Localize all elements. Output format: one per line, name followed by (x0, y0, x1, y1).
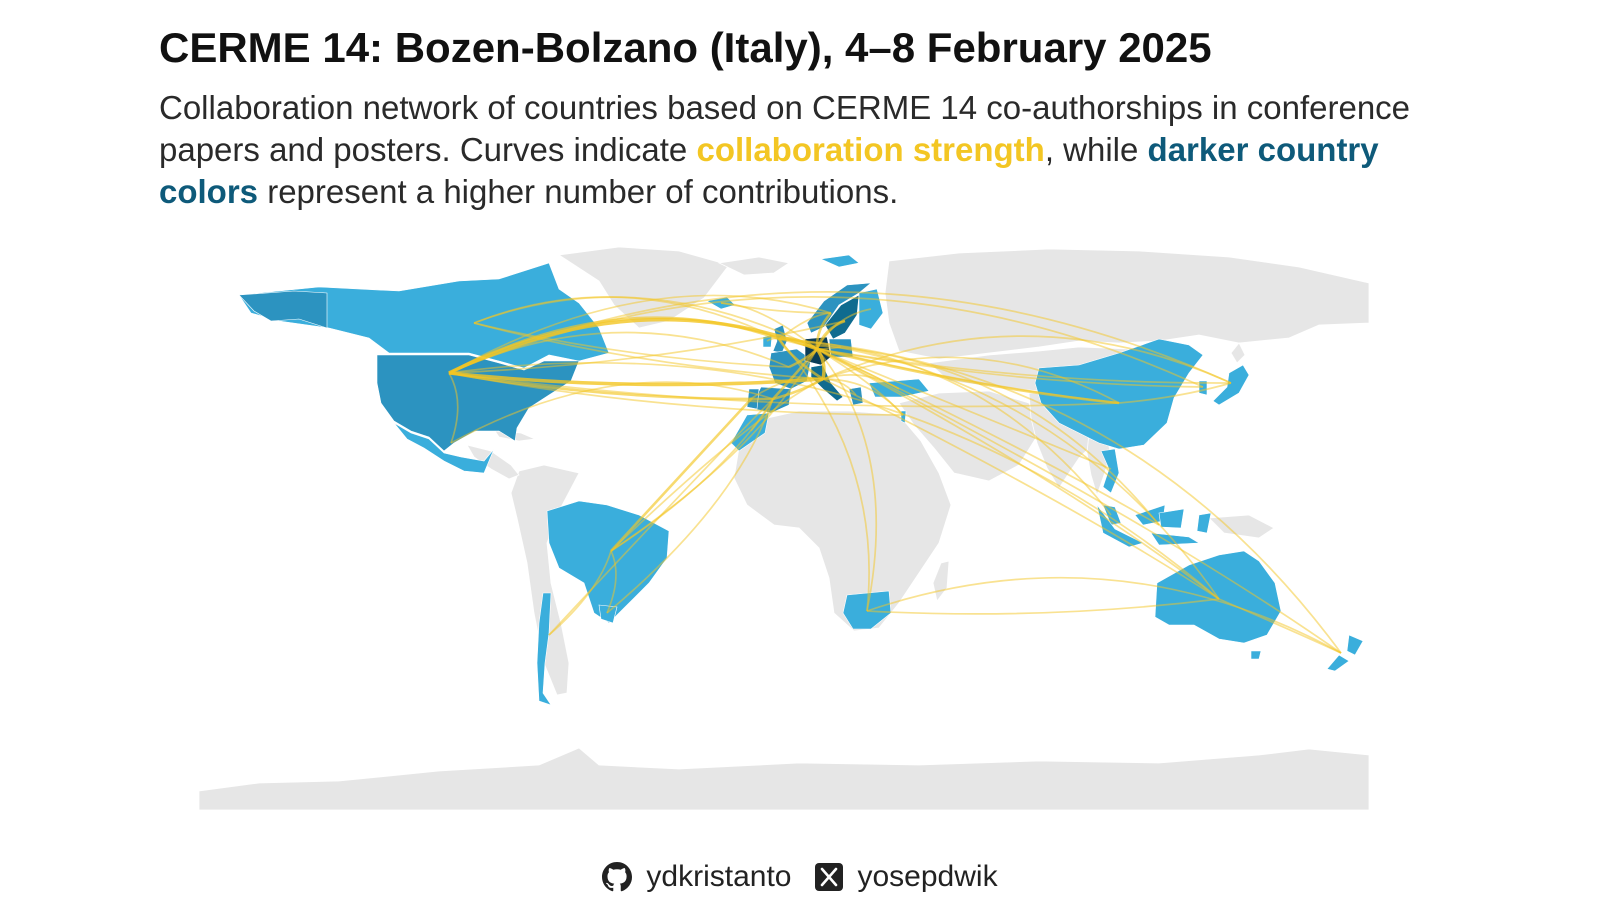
subtitle-text-1: Collaboration network of countries based… (159, 89, 1411, 168)
github-link[interactable]: ydkristanto (602, 860, 792, 894)
collaboration-curve-brazil-portugal (610, 397, 753, 552)
land-africa (733, 410, 952, 632)
collaboration-curve-australia-italy (822, 378, 1220, 600)
country-brazil (546, 500, 670, 624)
collaboration-curve-usa-uk (448, 316, 780, 375)
land-greenland (557, 246, 730, 329)
footer: ydkristanto yosepdwik (0, 860, 1600, 894)
land-papua (1208, 514, 1275, 539)
collaboration-curve-indonesia-germany (816, 348, 1160, 526)
country-japan (1212, 364, 1250, 406)
world-map (199, 246, 1369, 810)
x-logo-icon (814, 862, 844, 892)
collaboration-curve-usa-japan (448, 291, 1232, 384)
collaboration-curve-morocco-spain (750, 398, 774, 432)
country-uruguay (598, 604, 618, 624)
collaboration-curve-spain-italy (772, 377, 824, 401)
collaboration-curves (448, 291, 1342, 654)
collaboration-curve-australia-germany (816, 348, 1220, 600)
subtitle-highlight-colors: darker country colors (159, 131, 1379, 210)
collaboration-curve-south-africa-australia (866, 598, 1220, 615)
collaboration-curve-france-germany (788, 348, 818, 369)
collaboration-curve-south-korea-usa (448, 296, 1204, 388)
collaboration-curve-uruguay-spain (606, 398, 774, 614)
x-link[interactable]: yosepdwik (814, 860, 998, 894)
collaboration-curve-australia-uk (778, 338, 1220, 600)
land-south-america-west (510, 464, 580, 696)
country-canada (238, 262, 610, 369)
github-handle: ydkristanto (646, 860, 792, 893)
country-svalbard (819, 254, 860, 268)
page-title: CERME 14: Bozen-Bolzano (Italy), 4–8 Feb… (159, 24, 1212, 71)
land-japan-north (1230, 342, 1246, 364)
land-madagascar (932, 560, 950, 602)
land-arctic-islands (717, 256, 791, 276)
subtitle: Collaboration network of countries based… (159, 87, 1419, 213)
collaboration-curve-australia-usa (448, 361, 1220, 600)
country-south-korea (1198, 380, 1208, 396)
collaboration-curve-china-japan (1118, 382, 1232, 404)
github-icon (602, 862, 633, 892)
collaboration-curve-south-korea-germany (816, 348, 1204, 388)
collaboration-curve-usa-norway (448, 294, 832, 374)
country-indonesia (1096, 504, 1212, 548)
country-new-zealand (1326, 634, 1364, 672)
country-chile (536, 592, 552, 706)
land-antarctica (199, 747, 1369, 810)
collaboration-curve-canada-italy (473, 322, 824, 380)
subtitle-text-2: , while (1044, 131, 1148, 168)
land-russia (884, 248, 1369, 360)
land-central-america (466, 444, 520, 480)
collaboration-curve-canada-france (473, 322, 790, 368)
collaboration-curve-uk-ireland (766, 337, 780, 342)
country-mexico (393, 422, 495, 474)
collaboration-curve-new-zealand-south-africa (866, 576, 1342, 654)
collaboration-curve-vietnam-germany (816, 348, 1112, 470)
subtitle-text-3: represent a higher number of contributio… (258, 173, 899, 210)
country-tasmania (1250, 650, 1262, 660)
collaboration-curve-mexico-usa (448, 372, 459, 444)
collaboration-curve-canada-uk (473, 296, 780, 340)
collaboration-curve-brazil-germany (610, 348, 818, 552)
collaboration-curve-israel-italy (822, 378, 904, 416)
collaboration-curve-usa-israel (448, 372, 904, 416)
country-alaska (238, 290, 328, 329)
collaboration-curve-mexico-spain (450, 381, 774, 444)
collaboration-curve-new-zealand-uk (778, 338, 1342, 654)
collaboration-curve-indonesia-netherlands (802, 344, 1160, 526)
collaboration-curve-iceland-norway (720, 302, 832, 314)
collaboration-curve-portugal-italy (751, 376, 824, 399)
collaboration-curve-chile-brazil (548, 550, 612, 636)
x-handle: yosepdwik (857, 860, 998, 893)
collaboration-curve-new-zealand-germany (816, 348, 1342, 654)
collaboration-curve-south-africa-germany (816, 348, 878, 612)
collaboration-curve-south-africa-uk (778, 338, 870, 612)
collaboration-curve-uruguay-brazil (606, 550, 617, 614)
subtitle-highlight-curves: collaboration strength (696, 131, 1045, 168)
